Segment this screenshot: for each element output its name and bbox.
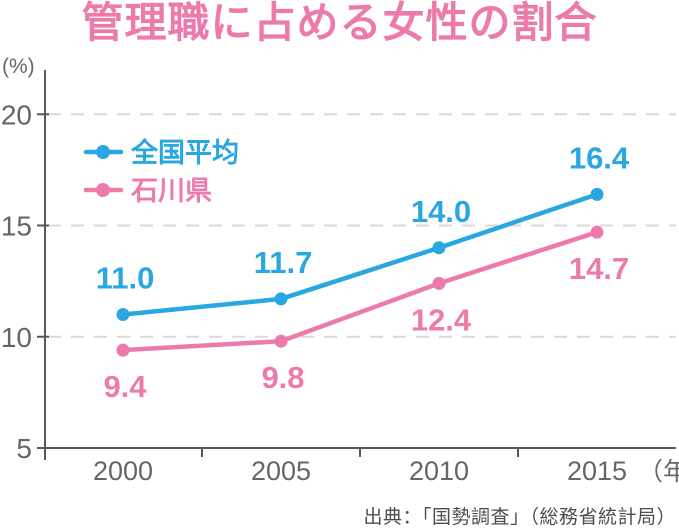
x-tick-label-2015: 2015 xyxy=(567,456,627,486)
legend-marker-dot-石川県 xyxy=(96,183,110,197)
series-line-全国平均 xyxy=(120,192,600,317)
legend-marker-dot-全国平均 xyxy=(96,145,110,159)
data-point-全国平均-2005 xyxy=(274,292,288,306)
source-caption: 出典：「国勢調査」（総務省統計局） xyxy=(363,507,676,528)
series-line-石川県 xyxy=(120,229,600,353)
data-point-全国平均-2015 xyxy=(590,187,604,201)
data-label-石川県-2000: 9.4 xyxy=(103,369,147,404)
x-tick-label-2005: 2005 xyxy=(251,456,311,486)
x-tick-label-2010: 2010 xyxy=(409,456,469,486)
y-axis-unit-label: (%) xyxy=(2,55,35,78)
data-label-石川県-2005: 9.8 xyxy=(261,360,304,395)
data-label-全国平均-2005: 11.7 xyxy=(254,245,313,280)
data-label-全国平均-2000: 11.0 xyxy=(96,261,155,296)
legend-label-石川県: 石川県 xyxy=(130,176,212,206)
data-point-全国平均-2010 xyxy=(432,241,446,255)
data-label-石川県-2015: 14.7 xyxy=(569,251,629,286)
data-point-石川県-2000 xyxy=(116,343,130,357)
data-point-石川県-2015 xyxy=(590,225,604,239)
data-point-全国平均-2000 xyxy=(116,308,130,321)
y-tick-label-10: 10 xyxy=(1,322,32,353)
x-tick-label-2000: 2000 xyxy=(93,456,153,486)
data-point-石川県-2010 xyxy=(432,276,446,290)
x-axis-unit-label: （年） xyxy=(638,458,679,486)
chart-title: 管理職に占める女性の割合 xyxy=(81,0,598,46)
data-label-石川県-2010: 12.4 xyxy=(411,302,472,337)
y-tick-label-5: 5 xyxy=(16,433,32,464)
legend-label-全国平均: 全国平均 xyxy=(130,137,239,168)
data-label-全国平均-2015: 16.4 xyxy=(569,140,630,175)
y-tick-label-20: 20 xyxy=(1,99,32,130)
data-label-全国平均-2010: 14.0 xyxy=(411,194,471,229)
y-tick-label-15: 15 xyxy=(1,211,32,242)
data-point-石川県-2005 xyxy=(274,334,288,348)
